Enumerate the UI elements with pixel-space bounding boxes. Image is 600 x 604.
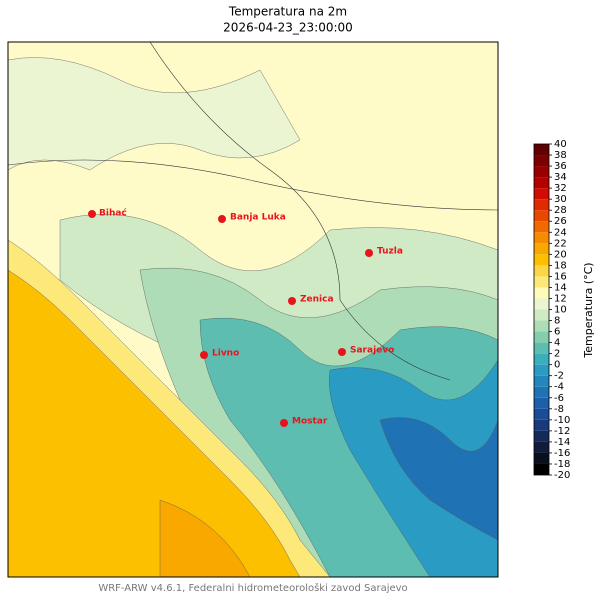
colorbar-segment bbox=[534, 243, 549, 255]
colorbar-segment bbox=[534, 265, 549, 277]
colorbar-tick-label: 32 bbox=[554, 183, 567, 194]
colorbar-tick-label: -2 bbox=[554, 371, 564, 382]
colorbar-tick-label: 26 bbox=[554, 216, 567, 227]
colorbar-segment bbox=[534, 331, 549, 343]
colorbar-tick-label: -4 bbox=[554, 382, 564, 393]
colorbar-segment bbox=[534, 353, 549, 365]
colorbar-tick-label: 0 bbox=[554, 360, 560, 371]
colorbar-segment bbox=[534, 188, 549, 200]
subtitle: 2026-04-23_23:00:00 bbox=[223, 21, 353, 35]
colorbar-tick-label: -8 bbox=[554, 404, 564, 415]
cities: Bihać Banja Luka Tuzla Zenica Sarajevo L… bbox=[88, 208, 403, 427]
city-label: Zenica bbox=[300, 295, 334, 305]
colorbar-segment bbox=[534, 419, 549, 431]
colorbar-tick-label: 10 bbox=[554, 305, 567, 316]
colorbar-tick-label: 4 bbox=[554, 338, 560, 349]
colorbar-tick-label: 38 bbox=[554, 150, 567, 161]
city-marker bbox=[88, 210, 96, 218]
colorbar-tick-label: -14 bbox=[554, 437, 570, 448]
city-label: Sarajevo bbox=[350, 346, 394, 356]
city-label: Banja Luka bbox=[230, 213, 286, 223]
colorbar-segment bbox=[534, 166, 549, 178]
colorbar-segment bbox=[534, 199, 549, 211]
colorbar-segment bbox=[534, 441, 549, 453]
city-marker bbox=[338, 348, 346, 356]
colorbar-segment bbox=[534, 452, 549, 464]
title: Temperatura na 2m bbox=[228, 5, 347, 19]
colorbar-segment bbox=[534, 254, 549, 266]
colorbar-segment bbox=[534, 463, 549, 475]
colorbar-segment bbox=[534, 276, 549, 288]
colorbar-segment bbox=[534, 386, 549, 398]
colorbar-segment bbox=[534, 232, 549, 244]
colorbar-tick-label: 24 bbox=[554, 227, 567, 238]
city-marker bbox=[288, 297, 296, 305]
map bbox=[7, 41, 499, 578]
city-marker bbox=[365, 249, 373, 257]
colorbar-segment bbox=[534, 210, 549, 222]
colorbar-tick-label: 28 bbox=[554, 205, 567, 216]
colorbar-tick-label: 22 bbox=[554, 238, 567, 249]
colorbar-segment bbox=[534, 177, 549, 189]
colorbar-tick-label: -18 bbox=[554, 459, 570, 470]
colorbar-segment bbox=[534, 309, 549, 321]
city-label: Tuzla bbox=[377, 247, 403, 257]
city-marker bbox=[218, 215, 226, 223]
colorbar-tick-label: -16 bbox=[554, 448, 570, 459]
city-marker bbox=[280, 419, 288, 427]
colorbar-tick-label: 18 bbox=[554, 260, 567, 271]
colorbar-segment bbox=[534, 364, 549, 376]
colorbar-segment bbox=[534, 342, 549, 354]
colorbar-tick-label: -10 bbox=[554, 415, 570, 426]
colorbar-tick-label: -20 bbox=[554, 470, 570, 481]
colorbar-tick-label: 16 bbox=[554, 271, 567, 282]
colorbar-tick-label: 6 bbox=[554, 327, 560, 338]
colorbar-tick-label: 34 bbox=[554, 172, 567, 183]
city-label: Mostar bbox=[292, 417, 328, 427]
city-marker bbox=[200, 351, 208, 359]
colorbar-tick-label: -12 bbox=[554, 426, 570, 437]
colorbar-tick-label: 30 bbox=[554, 194, 567, 205]
colorbar-segment bbox=[534, 375, 549, 387]
colorbar-tick-label: 20 bbox=[554, 249, 567, 260]
colorbar-tick-label: 8 bbox=[554, 316, 560, 327]
colorbar-label: Temperatura (°C) bbox=[582, 262, 595, 358]
colorbar-segment bbox=[534, 221, 549, 233]
colorbar-tick-label: -6 bbox=[554, 393, 564, 404]
colorbar-segment bbox=[534, 397, 549, 409]
city-label: Bihać bbox=[99, 208, 127, 219]
city-label: Livno bbox=[212, 349, 239, 359]
colorbar-segment bbox=[534, 430, 549, 442]
colorbar-tick-label: 2 bbox=[554, 349, 560, 360]
colorbar-segment bbox=[534, 155, 549, 167]
colorbar-segment bbox=[534, 144, 549, 156]
colorbar-tick-label: 40 bbox=[554, 139, 567, 150]
colorbar-tick-label: 36 bbox=[554, 161, 567, 172]
colorbar: -20-18-16-14-12-10-8-6-4-202468101214161… bbox=[533, 139, 570, 481]
colorbar-tick-label: 14 bbox=[554, 282, 567, 293]
colorbar-segment bbox=[534, 408, 549, 420]
colorbar-segment bbox=[534, 287, 549, 299]
colorbar-segment bbox=[534, 298, 549, 310]
footer: WRF-ARW v4.6.1, Federalni hidrometeorolo… bbox=[98, 582, 407, 594]
colorbar-segment bbox=[534, 320, 549, 332]
colorbar-tick-label: 12 bbox=[554, 293, 567, 304]
